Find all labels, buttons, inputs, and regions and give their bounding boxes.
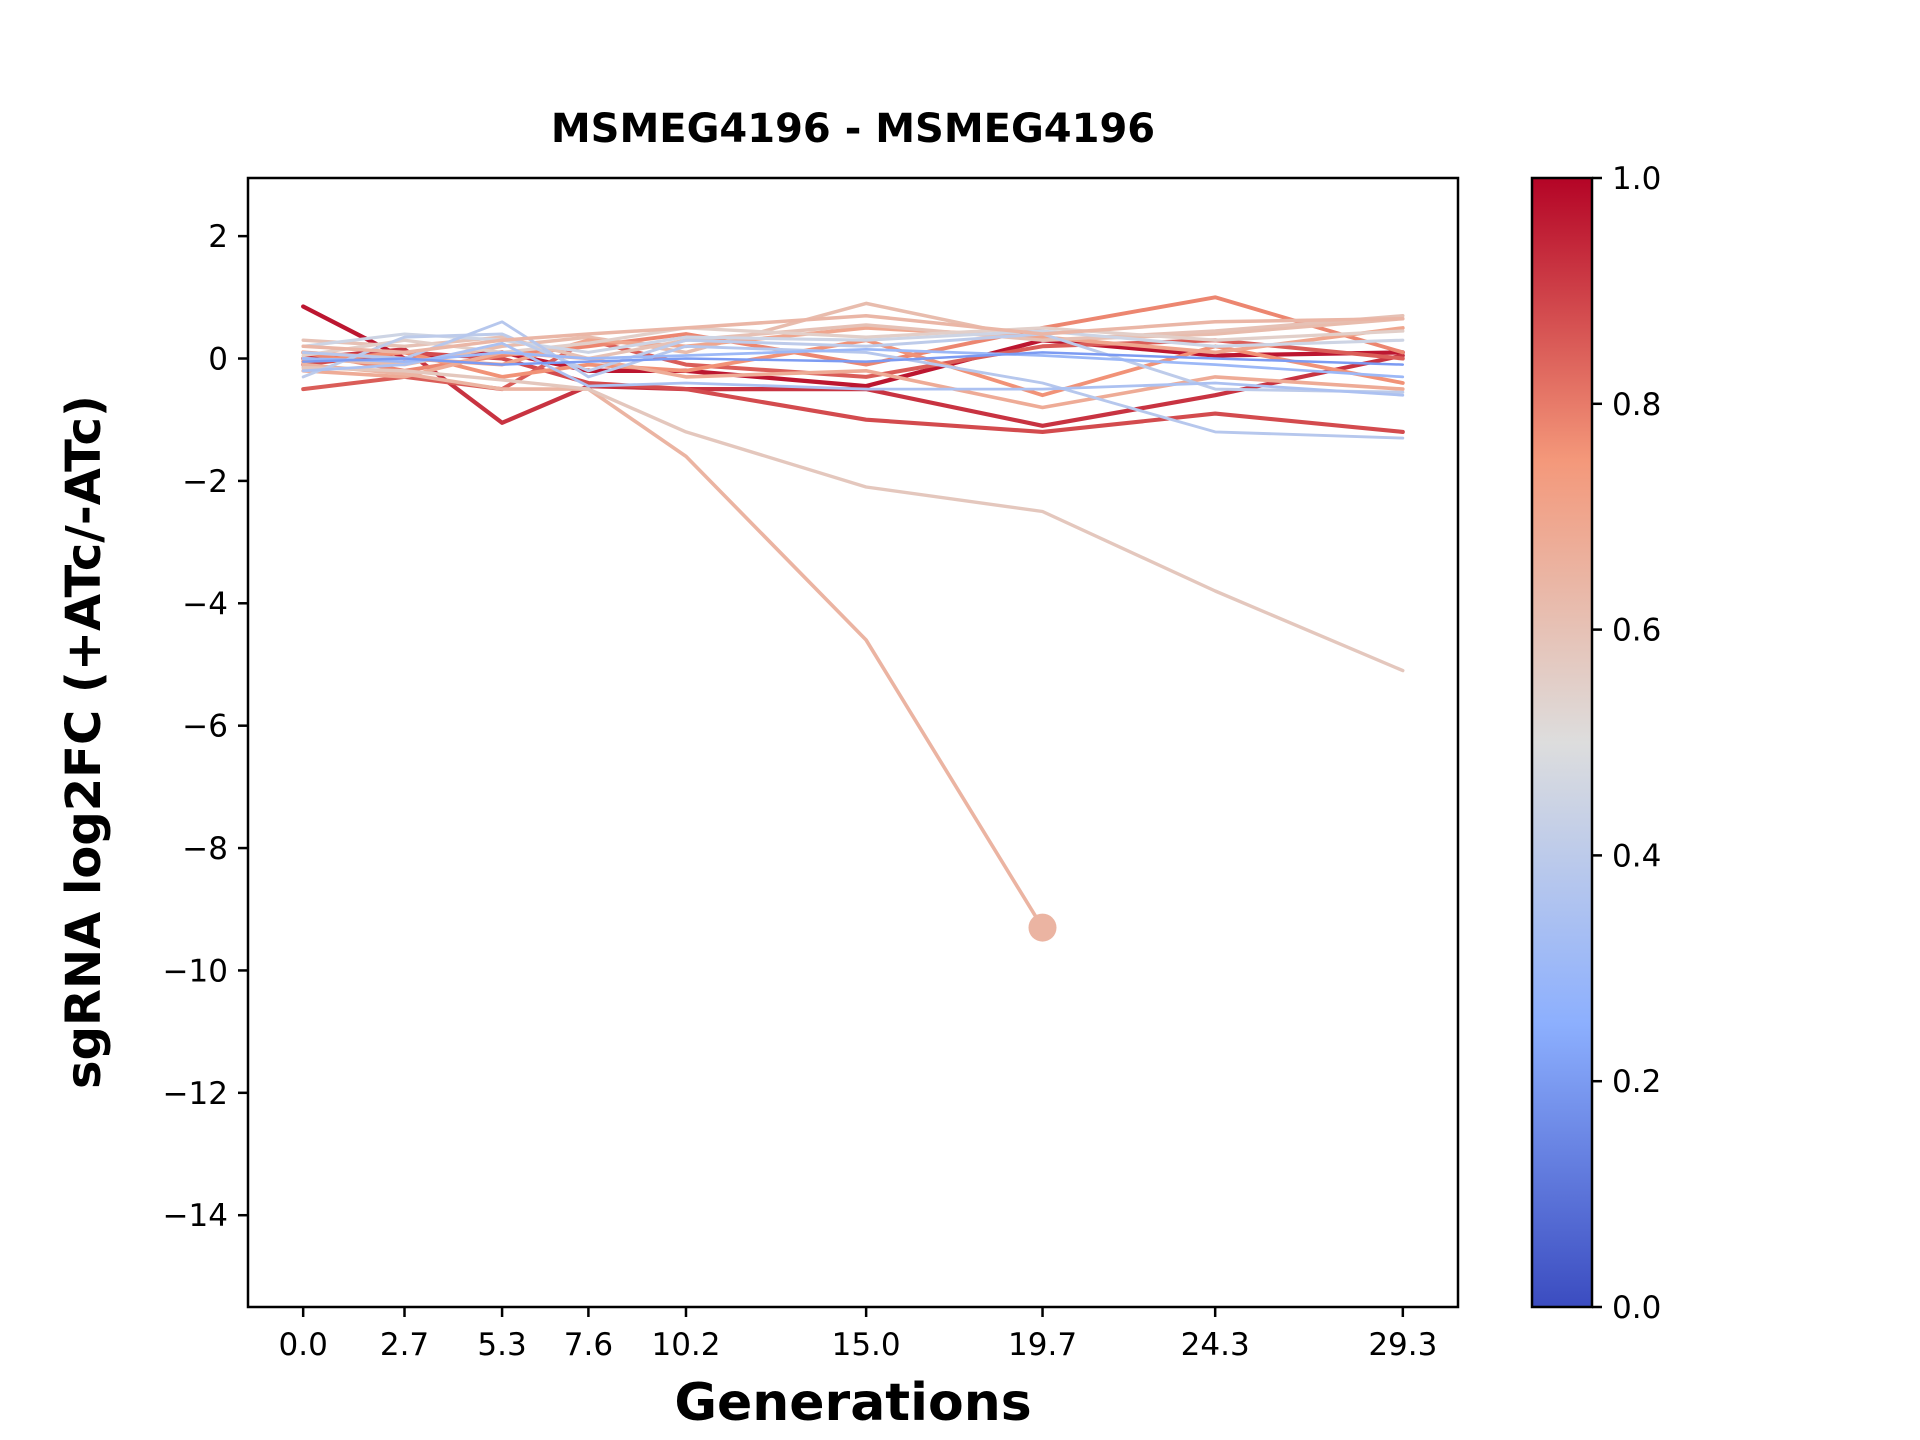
y-tick-label: 0 (208, 342, 228, 378)
x-axis-label: Generations (674, 1373, 1031, 1433)
y-axis-label: sgRNA log2FC (+ATc/-ATc) (56, 395, 112, 1089)
endpoint-marker (1028, 913, 1057, 942)
series-line (301, 313, 1405, 355)
colorbar (1532, 178, 1592, 1307)
x-tick-label: 7.6 (564, 1327, 613, 1363)
series-line (301, 366, 1405, 673)
y-tick-label: −10 (163, 953, 228, 989)
x-tick-label: 24.3 (1181, 1327, 1250, 1363)
y-tick-label: −8 (182, 831, 228, 867)
colorbar-tick-label: 1.0 (1612, 161, 1661, 197)
x-tick-label: 0.0 (279, 1327, 328, 1363)
y-tick-label: 2 (208, 219, 228, 255)
series-line (301, 332, 1405, 394)
y-tick-label: −4 (182, 586, 228, 622)
colorbar-tick-label: 0.0 (1612, 1290, 1661, 1326)
chart-title: MSMEG4196 - MSMEG4196 (551, 106, 1155, 152)
colorbar-border (1530, 176, 1594, 1309)
colorbar-tick-label: 0.8 (1612, 387, 1661, 423)
colorbar-tick-label: 0.4 (1612, 838, 1661, 874)
series-line (301, 295, 1405, 373)
x-tick-label: 10.2 (651, 1327, 720, 1363)
x-tick-label: 29.3 (1368, 1327, 1437, 1363)
series-layer (301, 295, 1405, 942)
x-tick-label: 2.7 (380, 1327, 429, 1363)
y-tick-label: −14 (163, 1198, 228, 1234)
series-line (301, 347, 1405, 379)
plot-border (246, 176, 1460, 1309)
colorbar-ticks: 1.0 0.8 0.6 0.4 0.2 0.0 (1592, 161, 1661, 1326)
x-tick-label: 19.7 (1008, 1327, 1077, 1363)
series-line (301, 350, 1405, 434)
x-tick-label: 5.3 (477, 1327, 526, 1363)
y-tick-label: −6 (182, 709, 228, 745)
series-line (301, 351, 1405, 366)
colorbar-tick-label: 0.2 (1612, 1064, 1661, 1100)
x-tick-label: 15.0 (832, 1327, 901, 1363)
y-tick-label: −12 (163, 1076, 228, 1112)
axes-ticks: 0.0 2.7 5.3 7.6 10.2 15.0 19.7 24.3 29.3 2 0 −2 −4 −6… (163, 219, 1438, 1363)
series-line (301, 320, 1405, 440)
colorbar-tick-label: 0.6 (1612, 613, 1661, 649)
series-line (301, 350, 1405, 410)
y-tick-label: −2 (182, 464, 228, 500)
